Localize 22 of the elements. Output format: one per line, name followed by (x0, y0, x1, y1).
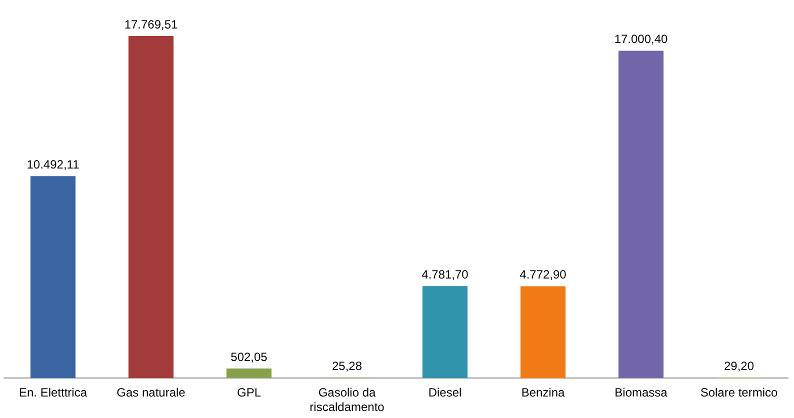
x-tick-label: Solare termico (700, 386, 778, 400)
x-tick-label: Gasolio da riscaldamento (310, 386, 385, 414)
x-tick-label: GPL (236, 386, 262, 400)
bar (226, 368, 272, 378)
x-tick-label: Diesel (428, 386, 462, 400)
x-tick-label: En. Eletttrica (18, 386, 88, 400)
x-tick-label: Benzina (521, 386, 566, 400)
bar (520, 286, 566, 378)
x-tick-label: Gas naturale (116, 386, 186, 400)
bar (30, 176, 76, 378)
bar (618, 50, 664, 378)
data-label: 25,28 (332, 359, 362, 374)
data-label: 29,20 (724, 358, 754, 373)
data-label: 4.772,90 (520, 268, 567, 282)
data-label: 502,05 (230, 350, 268, 364)
data-label: 10.492,11 (26, 157, 80, 172)
data-label: 17.000,40 (614, 32, 668, 46)
data-label: 17.769,51 (124, 17, 178, 32)
data-label: 4.781,70 (422, 267, 469, 282)
bar (128, 36, 174, 378)
x-tick-label: Biomassa (614, 386, 668, 400)
bar (422, 286, 468, 378)
